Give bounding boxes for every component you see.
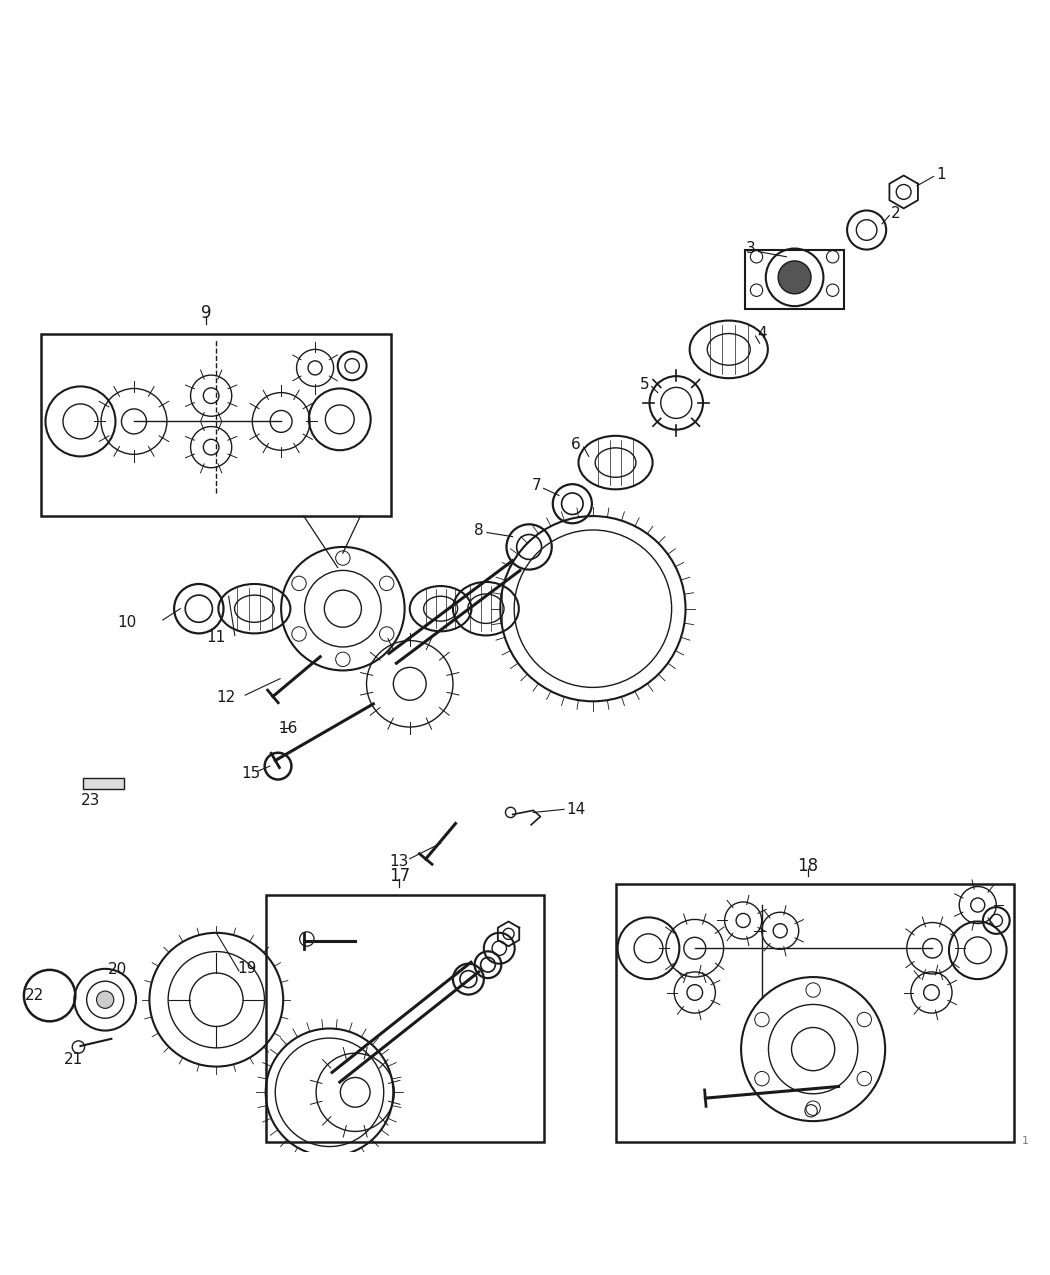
Text: 11: 11 <box>206 630 226 645</box>
Text: 8: 8 <box>475 523 484 538</box>
Text: 1: 1 <box>1023 1136 1029 1146</box>
Bar <box>41 334 392 516</box>
Bar <box>615 885 1014 1141</box>
Text: 16: 16 <box>278 720 297 736</box>
Text: 23: 23 <box>81 793 100 807</box>
Circle shape <box>778 261 811 293</box>
Text: 3: 3 <box>746 241 756 256</box>
Text: 15: 15 <box>242 766 260 780</box>
Text: 4: 4 <box>757 326 768 342</box>
Text: 5: 5 <box>639 377 650 391</box>
Text: 10: 10 <box>118 615 136 630</box>
Text: 12: 12 <box>216 690 235 705</box>
Bar <box>266 895 544 1141</box>
Polygon shape <box>83 779 124 789</box>
Text: 22: 22 <box>25 988 44 1003</box>
Text: 9: 9 <box>201 305 211 323</box>
Text: 18: 18 <box>797 857 819 875</box>
Text: 21: 21 <box>64 1052 83 1067</box>
Text: 14: 14 <box>566 802 586 817</box>
Text: 7: 7 <box>532 478 542 492</box>
Text: 6: 6 <box>571 436 581 451</box>
Text: 13: 13 <box>390 854 410 870</box>
Text: 20: 20 <box>108 963 127 978</box>
Text: 17: 17 <box>388 867 410 885</box>
Circle shape <box>97 991 113 1009</box>
Text: 2: 2 <box>891 207 901 221</box>
Text: 19: 19 <box>237 961 256 977</box>
Text: 1: 1 <box>937 167 946 182</box>
